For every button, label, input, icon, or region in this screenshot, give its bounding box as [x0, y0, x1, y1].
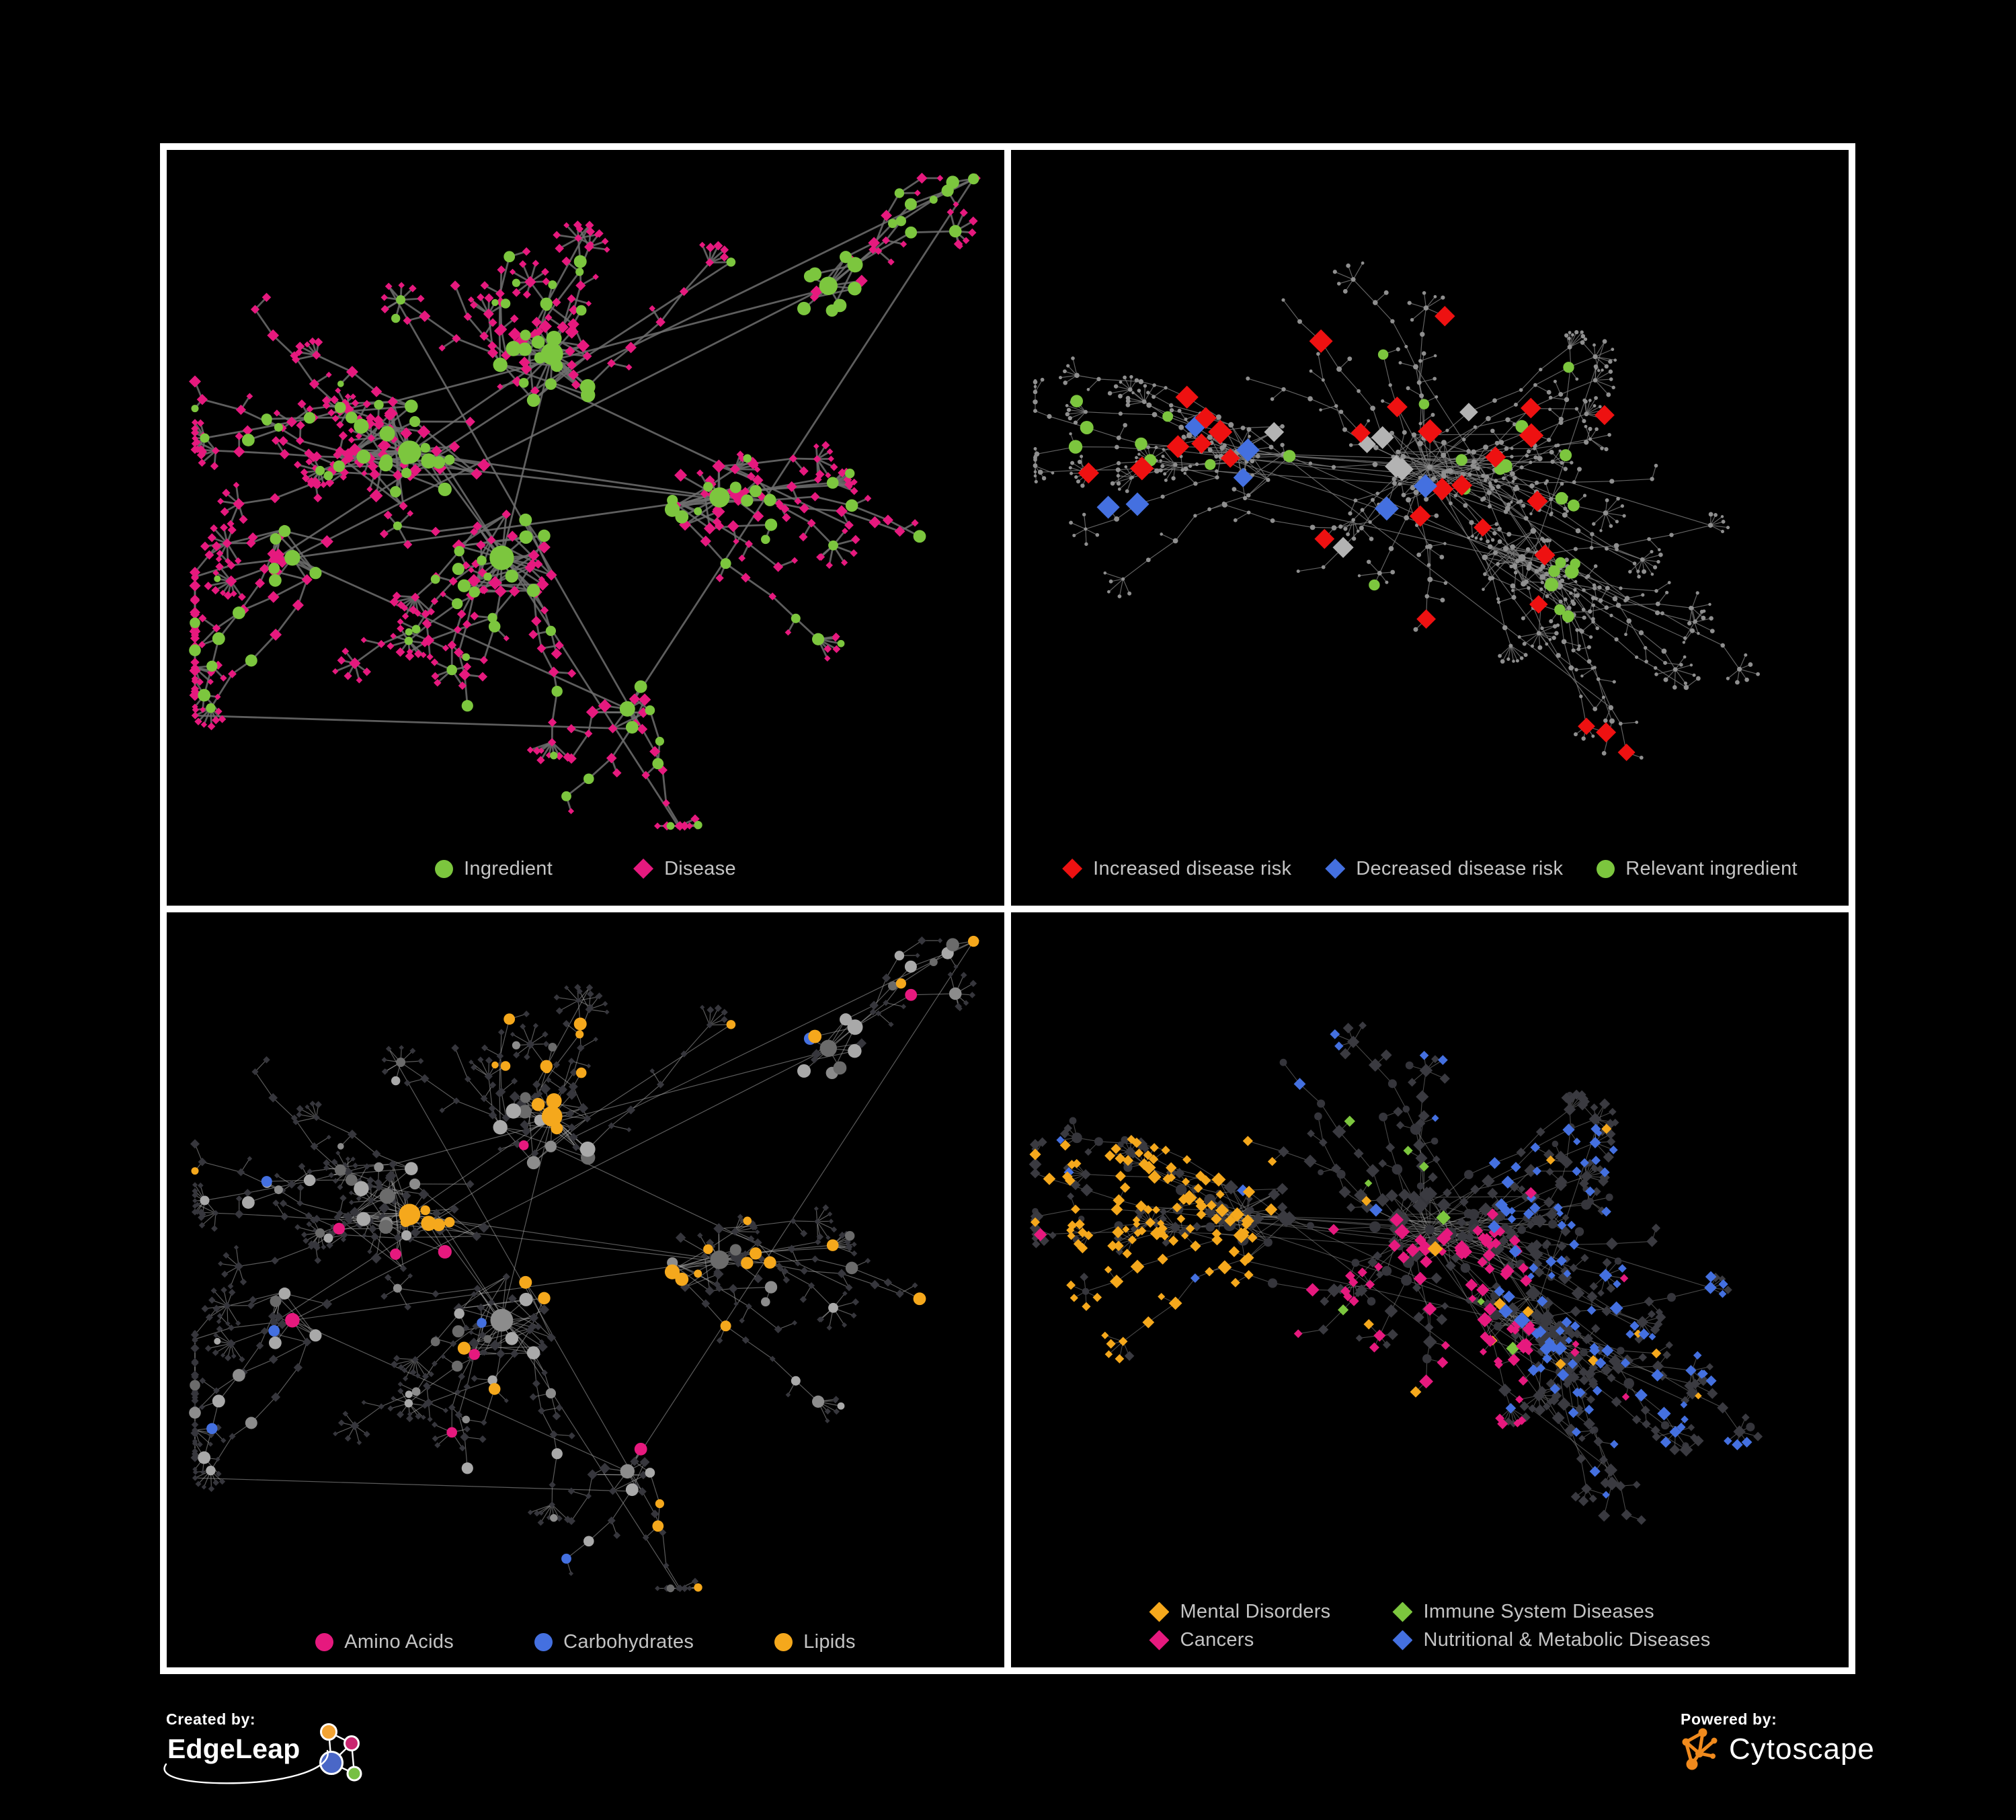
cancers-marker: [1149, 1630, 1170, 1651]
mental-disorders-marker: [1149, 1601, 1170, 1622]
legend-label: Decreased disease risk: [1356, 857, 1564, 879]
legend-label: Nutritional & Metabolic Diseases: [1423, 1629, 1711, 1651]
network-disease-risk: [1033, 261, 1760, 762]
created-by: Created by: EdgeLeap: [163, 1710, 368, 1798]
panel-disease-categories: Mental Disorders Immune System Diseases …: [1011, 912, 1849, 1667]
legend-item-mental-disorders: Mental Disorders: [1149, 1601, 1392, 1623]
legend-ingredient-disease: Ingredient Disease: [167, 858, 1004, 880]
carbohydrates-marker: [534, 1633, 553, 1651]
relevant-ingredient-marker: [1597, 859, 1615, 878]
legend-item-lipids: Lipids: [774, 1631, 856, 1653]
legend-label: Lipids: [803, 1631, 856, 1653]
panel-disease-risk: Increased disease risk Decreased disease…: [1011, 150, 1849, 906]
disease-marker: [633, 859, 654, 879]
legend-label: Amino Acids: [344, 1631, 454, 1653]
decreased-risk-marker: [1325, 859, 1346, 879]
cytoscape-logo-icon: [1682, 1728, 1718, 1770]
legend-label: Increased disease risk: [1093, 857, 1292, 879]
legend-label: Carbohydrates: [563, 1631, 694, 1653]
legend-label: Mental Disorders: [1180, 1601, 1331, 1622]
panel-ingredient-disease: Ingredient Disease: [167, 150, 1004, 906]
nutritional-metabolic-marker: [1392, 1630, 1413, 1651]
ingredient-marker: [435, 859, 454, 878]
network-disease-categories: [1029, 1021, 1763, 1525]
legend-label: Ingredient: [464, 857, 553, 879]
legend-disease-categories: Mental Disorders Immune System Diseases …: [1011, 1601, 1849, 1651]
legend-label: Disease: [664, 857, 736, 879]
legend-item-increased-risk: Increased disease risk: [1062, 858, 1291, 880]
cytoscape-wordmark: Cytoscape: [1729, 1733, 1875, 1766]
legend-item-immune-system-diseases: Immune System Diseases: [1392, 1601, 1710, 1623]
network-ingredient-disease: [189, 172, 981, 831]
edgeleap-logo-icon: [319, 1723, 362, 1782]
legend-item-cancers: Cancers: [1149, 1629, 1392, 1651]
increased-risk-marker: [1062, 859, 1083, 879]
panel-ingredient-categories: Amino Acids Carbohydrates Lipids: [167, 912, 1004, 1667]
lipids-marker: [774, 1633, 793, 1651]
legend-label: Relevant ingredient: [1625, 857, 1798, 879]
edgeleap-wordmark: EdgeLeap: [167, 1733, 300, 1764]
legend-item-ingredient: Ingredient: [435, 858, 553, 880]
edgeleap-logo: EdgeLeap: [167, 1723, 364, 1788]
legend-item-nutritional-metabolic-diseases: Nutritional & Metabolic Diseases: [1392, 1629, 1710, 1651]
edgeleap-node-magenta: [343, 1735, 360, 1751]
created-by-label: Created by:: [166, 1710, 256, 1728]
powered-by: Powered by:: [1681, 1710, 1909, 1784]
legend-label: Immune System Diseases: [1423, 1601, 1654, 1622]
immune-system-diseases-marker: [1392, 1601, 1413, 1622]
legend-item-carbohydrates: Carbohydrates: [534, 1631, 694, 1653]
legend-item-relevant-ingredient: Relevant ingredient: [1597, 858, 1798, 880]
legend-item-decreased-risk: Decreased disease risk: [1325, 858, 1563, 880]
edgeleap-node-blue: [319, 1751, 344, 1775]
legend-item-amino-acids: Amino Acids: [315, 1631, 454, 1653]
amino-acids-marker: [315, 1633, 334, 1651]
legend-disease-risk: Increased disease risk Decreased disease…: [1011, 858, 1849, 880]
network-ingredient-categories: [189, 935, 980, 1592]
panel-grid: Ingredient Disease Increased disease ris…: [160, 143, 1855, 1674]
cytoscape-logo: Cytoscape: [1681, 1728, 1875, 1771]
edgeleap-node-orange: [319, 1723, 337, 1741]
legend-item-disease: Disease: [633, 858, 736, 880]
powered-by-label: Powered by:: [1681, 1710, 1777, 1728]
legend-label: Cancers: [1180, 1629, 1254, 1651]
edgeleap-node-green: [346, 1766, 362, 1782]
legend-ingredient-categories: Amino Acids Carbohydrates Lipids: [167, 1631, 1004, 1653]
